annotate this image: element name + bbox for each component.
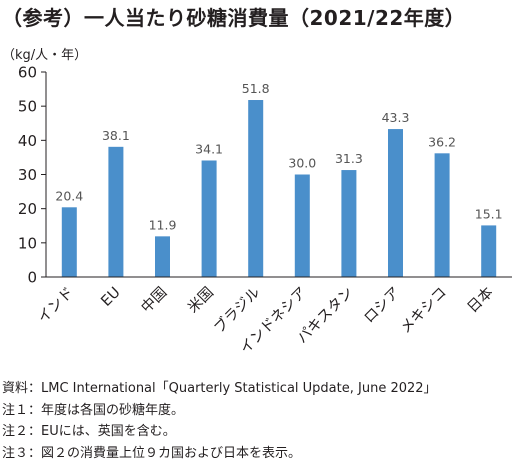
category-label: 米国 [184, 284, 217, 317]
note-3: 注３：図２の消費量上位９カ国および日本を表示。 [2, 445, 302, 461]
bar-chart: 0 10 20 30 40 50 60 20.4 38.1 11.9 34.1 51.8 30.0 31… [18, 64, 512, 357]
y-tick-label: 60 [18, 64, 37, 82]
value-label: 36.2 [428, 134, 456, 149]
value-label: 15.1 [475, 206, 503, 221]
notes-block: 資料：LMC International「Quarterly Statistic… [2, 378, 437, 464]
value-label: 34.1 [195, 141, 223, 156]
note-1: 注１：年度は各国の砂糖年度。 [2, 402, 185, 418]
y-axis-unit-label: （kg/人・年） [2, 48, 88, 63]
bar [108, 146, 124, 277]
y-tick-label: 20 [18, 200, 37, 218]
bar [155, 236, 170, 277]
bar [61, 207, 77, 277]
category-label: ロシア [361, 285, 403, 327]
bar [341, 170, 357, 277]
category-label: EU [98, 285, 123, 310]
value-label: 31.3 [335, 151, 363, 166]
bar [201, 160, 217, 277]
source-note: 資料：LMC International「Quarterly Statistic… [2, 381, 437, 396]
value-label: 51.8 [242, 81, 270, 96]
value-label: 20.4 [55, 188, 83, 203]
chart-title: （参考）一人当たり砂糖消費量（2021/22年度） [2, 6, 466, 30]
bar [248, 100, 264, 278]
value-label: 38.1 [102, 128, 130, 143]
bar [434, 153, 450, 277]
y-tick-label: 0 [27, 269, 37, 287]
bar [294, 174, 310, 277]
category-label: 中国 [138, 284, 171, 317]
bar [388, 129, 403, 277]
y-tick-label: 50 [18, 98, 37, 116]
category-label: 日本 [464, 284, 497, 317]
category-label: インド [35, 285, 77, 327]
note-2: 注２：EUには、英国を含む。 [2, 424, 176, 439]
value-label: 43.3 [382, 110, 410, 125]
y-tick-label: 30 [18, 166, 37, 184]
y-tick-label: 40 [18, 132, 37, 150]
bar [481, 225, 497, 277]
y-tick-label: 10 [18, 234, 37, 252]
value-label: 11.9 [149, 217, 177, 232]
value-label: 30.0 [288, 156, 316, 171]
category-label: メキシコ [398, 285, 450, 337]
